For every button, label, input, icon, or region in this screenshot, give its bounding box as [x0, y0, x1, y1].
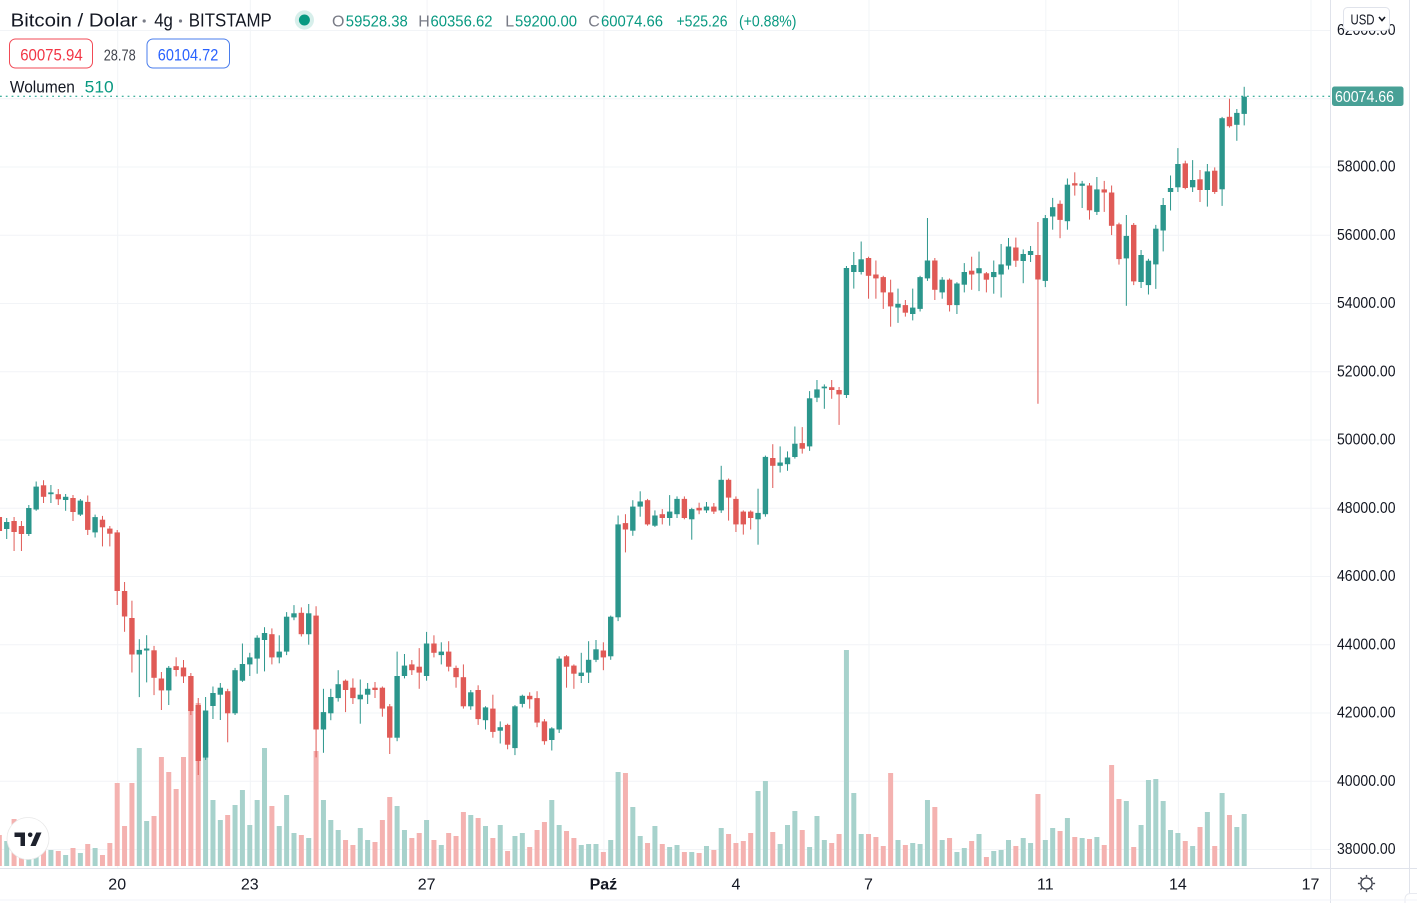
svg-text:H: H	[418, 14, 430, 31]
svg-text:USD: USD	[1351, 11, 1375, 28]
svg-text:Wolumen: Wolumen	[10, 78, 75, 96]
svg-text:(+0.88%): (+0.88%)	[739, 14, 797, 31]
svg-text:+525.26: +525.26	[677, 14, 728, 31]
svg-text:23: 23	[241, 877, 259, 894]
svg-text:20: 20	[108, 877, 126, 894]
svg-text:46000.00: 46000.00	[1337, 568, 1396, 585]
svg-text:60074.66: 60074.66	[601, 14, 663, 31]
svg-text:BITSTAMP: BITSTAMP	[189, 11, 272, 31]
svg-text:O: O	[332, 14, 344, 31]
svg-text:60104.72: 60104.72	[158, 47, 219, 65]
svg-text:11: 11	[1037, 877, 1054, 894]
svg-text:40000.00: 40000.00	[1337, 773, 1396, 790]
svg-text:17: 17	[1302, 877, 1320, 894]
svg-text:4: 4	[732, 877, 741, 894]
svg-text:510: 510	[85, 79, 114, 97]
svg-text:60074.66: 60074.66	[1335, 89, 1394, 106]
svg-text:54000.00: 54000.00	[1337, 295, 1396, 312]
svg-text:38000.00: 38000.00	[1337, 841, 1396, 858]
svg-text:50000.00: 50000.00	[1337, 432, 1396, 449]
svg-text:60356.62: 60356.62	[431, 14, 493, 31]
svg-text:58000.00: 58000.00	[1337, 159, 1396, 176]
svg-text:59200.00: 59200.00	[515, 14, 577, 31]
svg-text:Paź: Paź	[590, 877, 618, 894]
svg-text:48000.00: 48000.00	[1337, 500, 1396, 517]
svg-text:4g: 4g	[154, 11, 173, 31]
svg-text:C: C	[588, 14, 600, 31]
svg-text:60075.94: 60075.94	[20, 47, 82, 65]
svg-text:27: 27	[418, 877, 436, 894]
svg-text:14: 14	[1169, 877, 1187, 894]
svg-text:7: 7	[864, 877, 873, 894]
svg-text:L: L	[505, 14, 514, 31]
svg-text:52000.00: 52000.00	[1337, 363, 1396, 380]
svg-text:28.78: 28.78	[104, 47, 136, 64]
svg-text:56000.00: 56000.00	[1337, 227, 1396, 244]
svg-text:Bitcoin / Dolar: Bitcoin / Dolar	[11, 11, 138, 31]
svg-text:44000.00: 44000.00	[1337, 637, 1396, 654]
svg-text:42000.00: 42000.00	[1337, 705, 1396, 722]
svg-text:59528.38: 59528.38	[346, 14, 408, 31]
